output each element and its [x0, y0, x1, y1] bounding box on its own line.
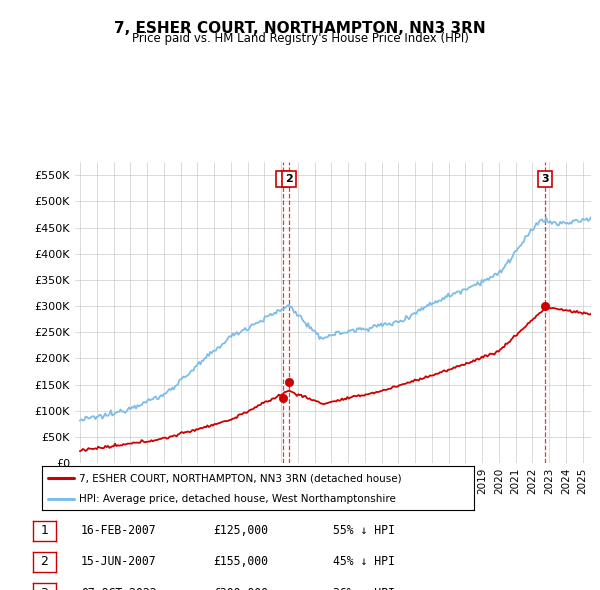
Text: £300,000: £300,000	[213, 586, 268, 590]
Text: 1: 1	[40, 524, 49, 537]
Text: 3: 3	[541, 174, 549, 184]
Text: HPI: Average price, detached house, West Northamptonshire: HPI: Average price, detached house, West…	[79, 494, 395, 504]
Text: 45% ↓ HPI: 45% ↓ HPI	[333, 555, 395, 569]
Text: 7, ESHER COURT, NORTHAMPTON, NN3 3RN (detached house): 7, ESHER COURT, NORTHAMPTON, NN3 3RN (de…	[79, 474, 401, 483]
Text: £155,000: £155,000	[213, 555, 268, 569]
Text: 1: 1	[279, 174, 287, 184]
Text: 55% ↓ HPI: 55% ↓ HPI	[333, 524, 395, 537]
Text: Price paid vs. HM Land Registry's House Price Index (HPI): Price paid vs. HM Land Registry's House …	[131, 32, 469, 45]
Text: 36% ↓ HPI: 36% ↓ HPI	[333, 586, 395, 590]
Text: 2: 2	[285, 174, 293, 184]
Text: 15-JUN-2007: 15-JUN-2007	[81, 555, 157, 569]
Text: £125,000: £125,000	[213, 524, 268, 537]
Text: 16-FEB-2007: 16-FEB-2007	[81, 524, 157, 537]
Text: 3: 3	[40, 586, 49, 590]
Text: 2: 2	[40, 555, 49, 569]
Text: 7, ESHER COURT, NORTHAMPTON, NN3 3RN: 7, ESHER COURT, NORTHAMPTON, NN3 3RN	[114, 21, 486, 35]
Text: 07-OCT-2022: 07-OCT-2022	[81, 586, 157, 590]
